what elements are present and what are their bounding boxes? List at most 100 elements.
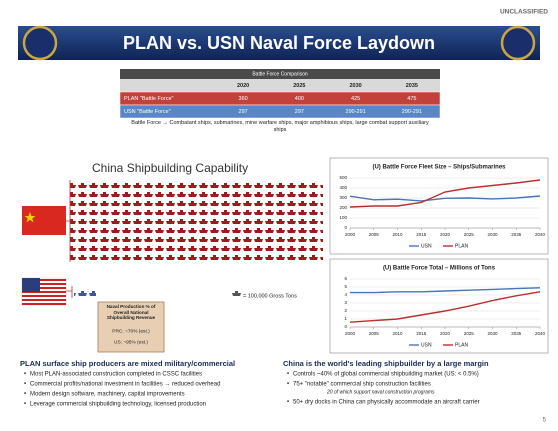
sub-bullet: 20 of which support naval construction p… (326, 389, 435, 395)
chart-frame (329, 258, 549, 354)
flag-star (24, 212, 36, 223)
line-series (350, 287, 541, 294)
column-header: 2030 (350, 83, 362, 89)
page-number: 5 (543, 418, 547, 424)
emblem (22, 25, 58, 61)
table-row (119, 104, 441, 119)
table-cell: 425 (351, 96, 360, 102)
x-tick-label: 2010 (392, 232, 403, 237)
classification: UNCLASSIFIED (500, 9, 548, 16)
table-note-box: Battle Force → Combatant ships, submarin… (131, 120, 429, 133)
x-tick-label: 2000 (345, 232, 356, 237)
chart-title: (U) Battle Force Fleet Size – Ships/Subm… (372, 165, 506, 171)
bullet: 75+ "notable" commercial ship constructi… (293, 382, 431, 388)
line-series (349, 179, 541, 208)
table-title-row (120, 69, 440, 79)
bracket (66, 286, 73, 298)
column-header: 2035 (406, 83, 418, 89)
bullet-dot: • (24, 382, 26, 388)
table-cell: 475 (407, 96, 416, 102)
x-tick-label: 2030 (487, 331, 498, 336)
x-tick-label: 2005 (369, 331, 380, 336)
y-tick-label: 2 (344, 308, 347, 313)
us-flag (21, 277, 67, 306)
bullet: 50+ dry docks in China can physically ac… (293, 400, 480, 406)
slide-title: PLAN vs. USN Naval Force Laydown (123, 33, 435, 53)
column-header: 2025 (293, 83, 305, 89)
y-tick-label: 4 (344, 292, 347, 297)
china-flag (22, 206, 66, 235)
table-cell: 360 (239, 96, 248, 102)
chart-title: (U) Battle Force Total – Millions of Ton… (383, 266, 496, 272)
legend-icon (230, 291, 241, 300)
info-box (97, 301, 165, 353)
section-title: China Shipbuilding Capability (92, 161, 248, 175)
table-cell: 400 (295, 96, 304, 102)
table-cell: 290-291 (346, 109, 366, 115)
bottom-heading: China is the world's leading shipbuilder… (283, 359, 489, 368)
table-note: Battle Force → Combatant ships, submarin… (131, 120, 429, 133)
y-tick-label: 1 (344, 316, 347, 321)
legend-label: PLAN (455, 243, 468, 249)
info-box-line: PRC: ~70% (est.) (112, 328, 150, 334)
x-tick-label: 2015 (416, 232, 427, 237)
charts: (U) Battle Force Fleet Size – Ships/Subm… (329, 157, 549, 354)
bullet: Commercial profits/national investment i… (30, 382, 220, 388)
x-tick-label: 2010 (392, 331, 403, 336)
legend-label: USN (421, 342, 432, 348)
bottom-heading: PLAN surface ship producers are mixed mi… (20, 359, 235, 368)
x-tick-label: 2020 (440, 232, 451, 237)
table-cell: 297 (239, 109, 248, 115)
x-tick-label: 2005 (369, 232, 380, 237)
x-tick-label: 2035 (511, 232, 522, 237)
row-label: PLAN "Battle Force" (124, 96, 173, 102)
y-tick-label: 400 (339, 185, 347, 190)
title-band (18, 26, 540, 60)
y-tick-label: 0 (344, 225, 347, 230)
info-box-line: US: ~95% (est.) (114, 339, 148, 345)
us-ship-icons (74, 289, 96, 298)
table-title: Battle Force Comparison (252, 71, 308, 77)
bullet-dot: • (24, 372, 26, 378)
bullet-dot: • (24, 402, 26, 408)
x-tick-label: 2035 (511, 331, 522, 336)
bullet: Modern design software, machinery, capit… (30, 392, 185, 398)
legend-label: PLAN (455, 342, 468, 348)
y-tick-label: 3 (344, 300, 347, 305)
china-ship-icons (70, 180, 323, 262)
table-header-row (120, 79, 440, 92)
x-tick-label: 2000 (345, 331, 356, 336)
bracket (66, 180, 72, 262)
y-tick-label: 300 (339, 195, 347, 200)
y-tick-label: 6 (344, 276, 347, 281)
emblem (500, 25, 536, 61)
bullet-dot: • (287, 382, 289, 388)
y-tick-label: 200 (339, 205, 347, 210)
y-tick-label: 0 (344, 324, 347, 329)
bullet: Controls ~40% of global commercial shipb… (293, 372, 479, 378)
x-tick-label: 2025 (464, 331, 475, 336)
x-tick-label: 2025 (464, 232, 475, 237)
bullet-dot: • (287, 400, 289, 406)
table-cell: 297 (295, 109, 304, 115)
bullet: Leverage commercial shipbuilding technol… (30, 402, 206, 408)
legend-label: USN (421, 243, 432, 249)
bullet-dot: • (24, 392, 26, 398)
x-tick-label: 2020 (440, 331, 451, 336)
bullet: Most PLAN-associated construction comple… (30, 372, 202, 378)
y-tick-label: 100 (339, 215, 347, 220)
bullet-dot: • (287, 372, 289, 378)
bullets: • Most PLAN-associated construction compl… (24, 372, 480, 408)
x-tick-label: 2040 (535, 232, 546, 237)
y-tick-label: 5 (344, 284, 347, 289)
x-tick-label: 2015 (416, 331, 427, 336)
info-box-title: Naval Production % of Overall National S… (106, 304, 156, 321)
column-header: 2020 (237, 83, 249, 89)
line-series (349, 291, 541, 323)
x-tick-label: 2040 (535, 331, 546, 336)
legend-text: = 100,000 Gross Tons (243, 293, 297, 299)
y-tick-label: 500 (339, 175, 347, 180)
x-tick-label: 2030 (487, 232, 498, 237)
row-label: USN "Battle Force" (124, 109, 171, 115)
